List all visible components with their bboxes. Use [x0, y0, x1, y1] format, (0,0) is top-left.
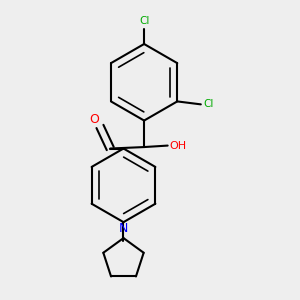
Text: Cl: Cl: [139, 16, 149, 26]
Text: O: O: [90, 113, 100, 127]
Text: OH: OH: [170, 141, 187, 151]
Text: Cl: Cl: [204, 99, 214, 110]
Text: N: N: [119, 222, 128, 235]
